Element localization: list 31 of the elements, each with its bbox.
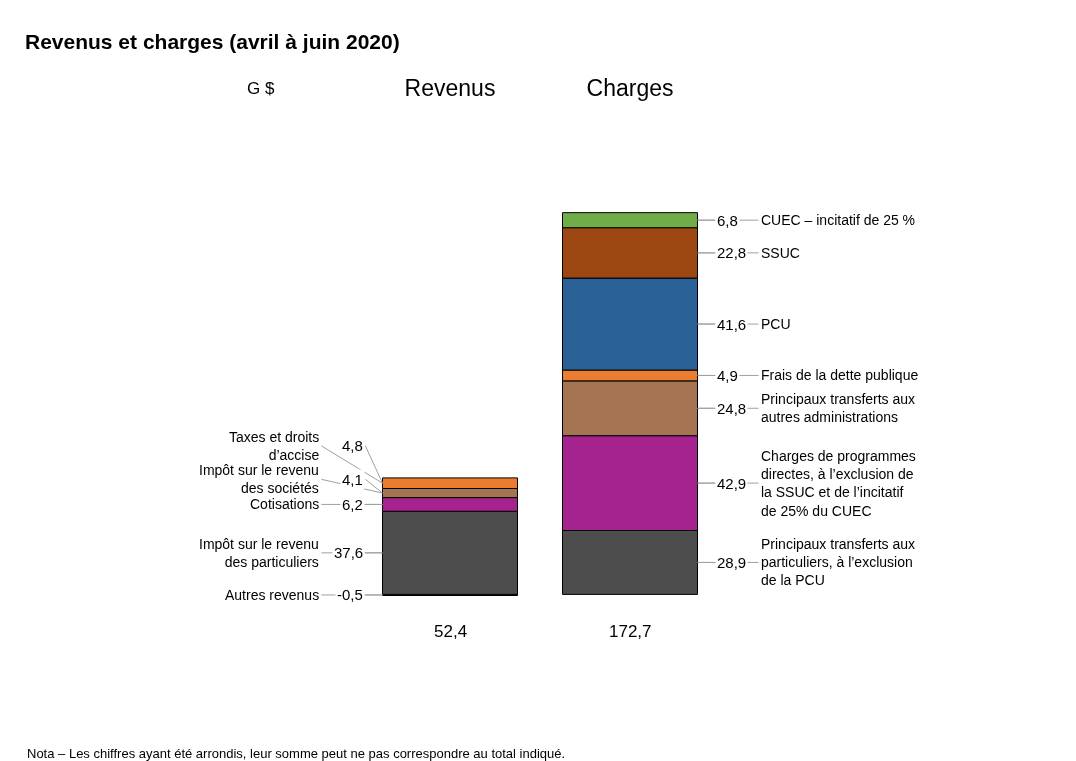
text: Taxes et droits d’accise xyxy=(229,429,320,464)
x-tick-label: Revenus xyxy=(404,75,496,102)
text: Autres revenus xyxy=(225,587,320,603)
data-label: 4,8 xyxy=(342,437,363,454)
text: Principaux transferts aux particuliers, à l’exclusion de la PCU xyxy=(761,536,916,589)
text: Impôt sur le revenu des sociétés xyxy=(199,462,319,497)
chart-title: Revenus et charges (avril à juin 2020) xyxy=(25,30,400,54)
data-label: 22,8 xyxy=(717,244,747,261)
total-label: 172,7 xyxy=(609,622,652,641)
text: Nota – Les chiffres ayant été arrondis, leur somme peut ne pas correspondre au total indiqué. xyxy=(27,746,566,761)
total-label: 52,4 xyxy=(434,622,468,641)
text: PCU xyxy=(761,316,791,332)
data-label: 4,9 xyxy=(717,367,738,384)
text: CUEC – incitatif de 25 % xyxy=(761,212,916,228)
data-label: 6,8 xyxy=(717,212,738,229)
text: Impôt sur le revenu des particuliers xyxy=(199,536,319,571)
data-label: -0,5 xyxy=(337,586,363,603)
data-label: 37,6 xyxy=(334,544,364,561)
text: Cotisations xyxy=(250,496,320,512)
text: SSUC xyxy=(761,245,800,261)
text: G $ xyxy=(247,79,275,98)
text: Principaux transferts aux autres administrations xyxy=(761,391,916,426)
data-label: 24,8 xyxy=(717,400,747,417)
data-label: 6,2 xyxy=(342,496,363,513)
data-label: 42,9 xyxy=(717,475,747,492)
data-label: 28,9 xyxy=(717,554,747,571)
data-label: 4,1 xyxy=(342,471,363,488)
text: Frais de la dette publique xyxy=(761,367,919,383)
x-tick-label: Charges xyxy=(586,75,674,102)
data-label: 41,6 xyxy=(717,316,747,333)
text: Charges de programmes directes, à l’exclusion de la SSUC et de l’incitatif de 25% du CUEC xyxy=(761,448,916,519)
